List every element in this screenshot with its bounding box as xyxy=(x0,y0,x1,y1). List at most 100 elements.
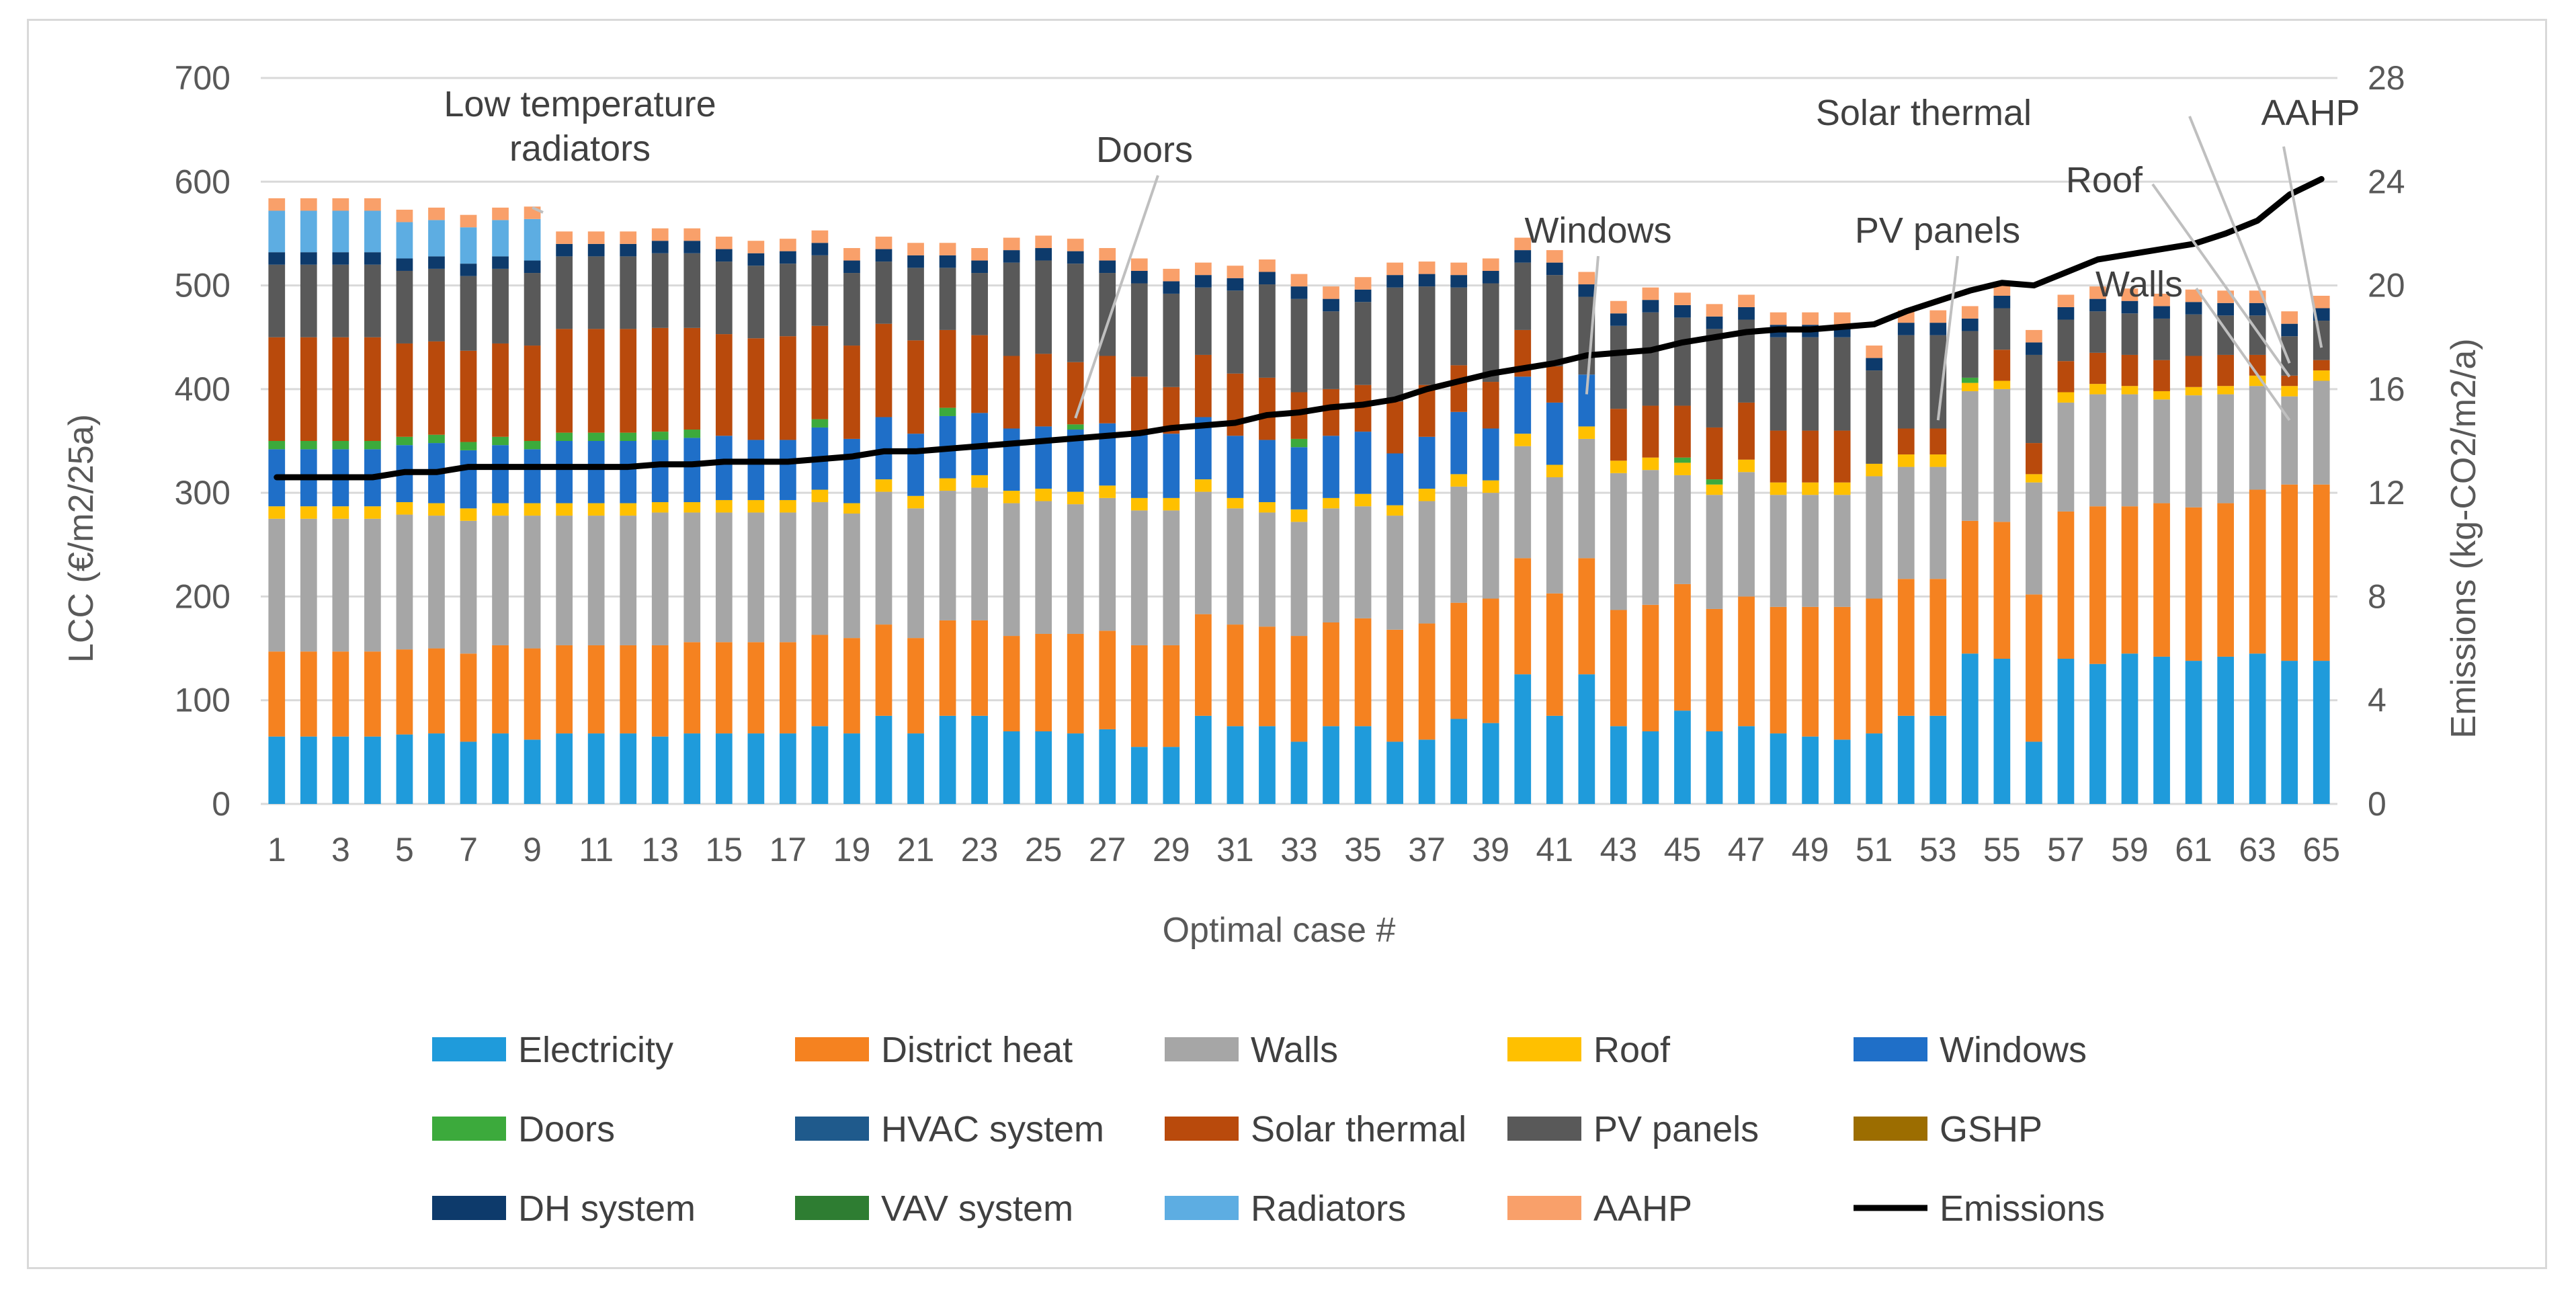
bar-doors-case-4 xyxy=(364,441,381,450)
bar-aahp-case-6 xyxy=(428,207,445,220)
annotation-label: Doors xyxy=(1096,130,1193,170)
bar-walls-case-46 xyxy=(1706,495,1723,609)
bar-dh-system-case-57 xyxy=(2057,307,2075,320)
bar-pv-panels-case-18 xyxy=(811,255,829,326)
bar-pv-panels-case-31 xyxy=(1227,290,1244,374)
bar-dh-system-case-47 xyxy=(1738,307,1755,320)
y2-axis-ticks: 0 4 8 12 16 20 24 28 xyxy=(2368,59,2405,823)
bar-dh-system-case-27 xyxy=(1099,260,1116,274)
bar-walls-case-10 xyxy=(556,516,573,645)
bar-district-heat-case-25 xyxy=(1035,633,1052,731)
bar-aahp-case-48 xyxy=(1770,312,1787,325)
bar-electricity-case-21 xyxy=(907,733,924,804)
bar-pv-panels-case-40 xyxy=(1514,262,1532,330)
x-tick-label: 51 xyxy=(1856,831,1893,868)
legend-label-dh-system: DH system xyxy=(518,1188,696,1229)
bar-electricity-case-2 xyxy=(300,736,317,804)
x-tick-label: 33 xyxy=(1280,831,1318,868)
bar-district-heat-case-34 xyxy=(1323,622,1339,727)
bar-solar-thermal-case-11 xyxy=(587,329,605,433)
bar-roof-case-35 xyxy=(1354,493,1372,507)
legend-label-aahp: AAHP xyxy=(1593,1188,1692,1229)
bar-electricity-case-41 xyxy=(1546,715,1563,804)
bar-district-heat-case-56 xyxy=(2026,594,2042,742)
bar-walls-case-14 xyxy=(683,512,701,643)
bar-roof-case-50 xyxy=(1833,482,1851,495)
bar-aahp-case-31 xyxy=(1227,266,1244,278)
bar-windows-case-35 xyxy=(1354,432,1372,494)
bar-pv-panels-case-38 xyxy=(1450,287,1468,366)
bar-pv-panels-case-17 xyxy=(780,264,796,337)
bar-dh-system-case-55 xyxy=(1993,296,2011,309)
bar-district-heat-case-6 xyxy=(428,648,445,734)
bar-doors-case-18 xyxy=(811,419,829,428)
bar-aahp-case-58 xyxy=(2089,286,2106,299)
bar-district-heat-case-55 xyxy=(1993,522,2011,659)
bar-walls-case-30 xyxy=(1195,491,1212,614)
bar-pv-panels-case-49 xyxy=(1802,337,1819,431)
bar-aahp-case-53 xyxy=(1929,310,1947,323)
bar-solar-thermal-case-41 xyxy=(1546,366,1563,403)
bar-windows-case-13 xyxy=(651,440,669,503)
bar-dh-system-case-2 xyxy=(300,252,317,265)
bar-electricity-case-57 xyxy=(2057,659,2075,804)
bar-roof-case-17 xyxy=(780,499,796,513)
bar-solar-thermal-case-38 xyxy=(1450,365,1468,412)
bar-roof-case-13 xyxy=(651,502,669,513)
bar-electricity-case-39 xyxy=(1482,723,1499,804)
bar-walls-case-31 xyxy=(1227,508,1244,625)
bar-solar-thermal-case-9 xyxy=(524,346,541,441)
y-axis-label: LCC (€/m2/25a) xyxy=(62,414,101,663)
bar-aahp-case-38 xyxy=(1450,262,1468,276)
bar-windows-case-12 xyxy=(620,441,637,503)
bar-roof-case-39 xyxy=(1482,480,1499,493)
legend-swatch-district-heat xyxy=(795,1037,869,1061)
bar-roof-case-27 xyxy=(1099,485,1116,498)
x-tick-label: 61 xyxy=(2175,831,2212,868)
bar-radiators-case-5 xyxy=(396,222,413,259)
bar-district-heat-case-2 xyxy=(300,651,317,737)
bar-roof-case-43 xyxy=(1610,460,1627,473)
bar-roof-case-6 xyxy=(428,503,445,516)
bar-dh-system-case-58 xyxy=(2089,298,2106,312)
bar-pv-panels-case-35 xyxy=(1354,302,1372,385)
bar-solar-thermal-case-50 xyxy=(1833,430,1851,483)
bar-electricity-case-64 xyxy=(2281,661,2298,804)
annotation-label: AAHP xyxy=(2261,93,2360,133)
bar-aahp-case-46 xyxy=(1706,304,1723,317)
bar-district-heat-case-18 xyxy=(811,635,829,727)
bar-dh-system-case-45 xyxy=(1674,305,1691,318)
legend-label-radiators: Radiators xyxy=(1251,1188,1406,1229)
bar-windows-case-7 xyxy=(460,450,477,509)
bar-doors-case-2 xyxy=(300,441,317,450)
bar-solar-thermal-case-25 xyxy=(1035,354,1052,427)
bar-district-heat-case-51 xyxy=(1866,598,1883,734)
bar-walls-case-8 xyxy=(492,516,509,645)
bar-pv-panels-case-46 xyxy=(1706,329,1723,428)
bar-pv-panels-case-2 xyxy=(300,264,317,337)
bar-walls-case-5 xyxy=(396,514,413,650)
bar-district-heat-case-58 xyxy=(2089,506,2106,664)
bar-electricity-case-28 xyxy=(1130,747,1148,804)
bar-district-heat-case-12 xyxy=(620,645,637,734)
bar-roof-case-18 xyxy=(811,489,829,503)
bar-walls-case-3 xyxy=(332,518,349,652)
bar-pv-panels-case-48 xyxy=(1770,337,1787,431)
bar-walls-case-4 xyxy=(364,518,381,652)
bar-doors-case-11 xyxy=(587,432,605,441)
bar-walls-case-38 xyxy=(1450,486,1468,603)
bar-solar-thermal-case-27 xyxy=(1099,356,1116,423)
x-tick-label: 59 xyxy=(2111,831,2149,868)
bar-electricity-case-61 xyxy=(2185,661,2202,804)
bar-dh-system-case-22 xyxy=(939,255,956,268)
bar-solar-thermal-case-15 xyxy=(715,334,733,436)
x-tick-label: 13 xyxy=(641,831,679,868)
bar-pv-panels-case-24 xyxy=(1003,262,1020,356)
bar-district-heat-case-59 xyxy=(2121,506,2138,654)
x-tick-label: 21 xyxy=(897,831,935,868)
bar-electricity-case-30 xyxy=(1195,715,1212,804)
bar-aahp-case-25 xyxy=(1035,235,1052,249)
bar-walls-case-51 xyxy=(1866,476,1883,599)
bar-electricity-case-27 xyxy=(1099,729,1116,804)
bar-pv-panels-case-14 xyxy=(683,253,701,328)
